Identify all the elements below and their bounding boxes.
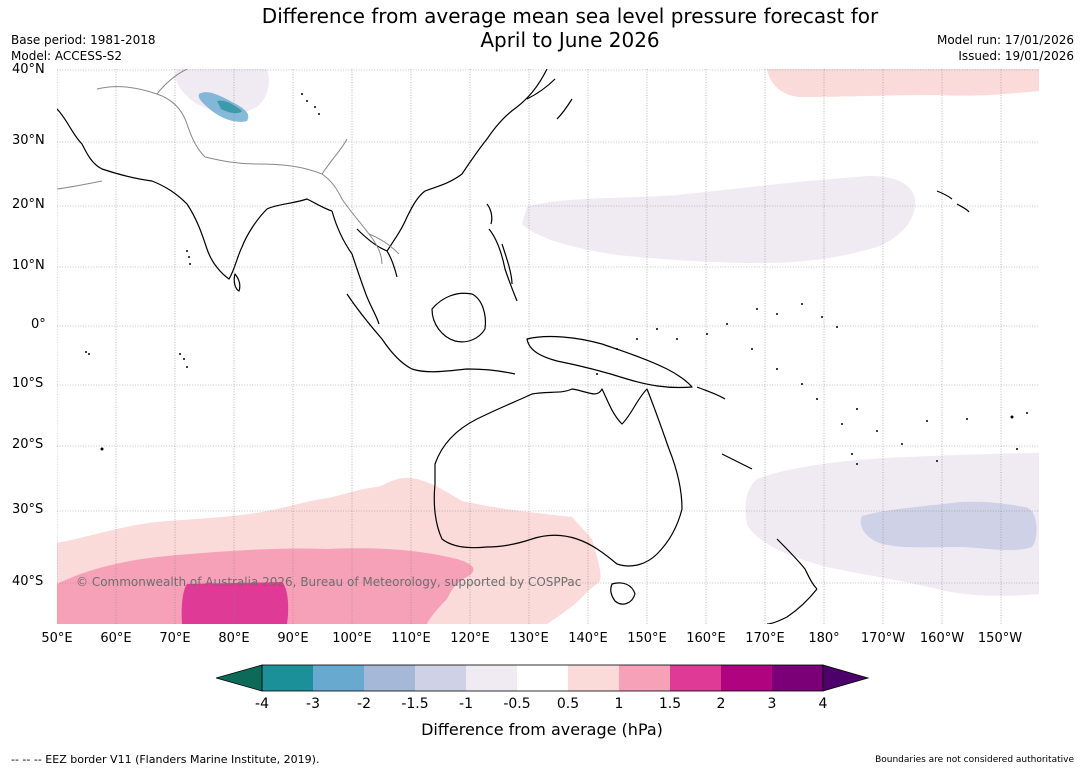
- lon-label-140e: 140°E: [568, 631, 608, 646]
- colorbar-tick-label: -1: [459, 696, 473, 712]
- colorbar-cell: [619, 665, 670, 691]
- title-line-1: Difference from average mean sea level p…: [261, 4, 879, 28]
- colorbar-cell: [568, 665, 619, 691]
- colorbar-tick-label: -1.5: [401, 696, 429, 712]
- lat-label-30n: 30°N: [12, 133, 45, 148]
- islands: [85, 93, 1028, 465]
- lat-label-40s: 40°S: [12, 574, 44, 589]
- title-line-2: April to June 2026: [480, 28, 660, 52]
- coast-borneo: [431, 292, 487, 343]
- tibet-low-core: [217, 100, 242, 114]
- coast-sumatra-java: [346, 293, 516, 375]
- colorbar-outline: [261, 664, 824, 692]
- south-pacific-low-core: [860, 501, 1037, 551]
- colorbar-cell: [364, 665, 415, 691]
- coast-philippines: [488, 228, 518, 302]
- colorbar-under-arrow: [216, 664, 263, 692]
- colorbar-tick-label: 1: [614, 696, 624, 712]
- lat-label-20n: 20°N: [12, 197, 45, 212]
- colorbar-over-arrow: [822, 664, 870, 692]
- lon-label-50e: 50°E: [41, 631, 73, 646]
- coast-new-zealand-north: [776, 538, 818, 590]
- coast-taiwan: [486, 203, 493, 225]
- lon-label-90e: 90°E: [277, 631, 309, 646]
- colorbar-tick-label: 3: [767, 696, 777, 712]
- coast-hawaii: [936, 190, 970, 213]
- eez-legend: -- -- -- EEZ border V11 (Flanders Marine…: [11, 753, 320, 766]
- coast-tasmania: [610, 582, 636, 605]
- coastlines: [57, 69, 970, 624]
- coast-sri-lanka: [233, 273, 241, 292]
- colorbar: [216, 664, 870, 692]
- lat-label-equator: 0°: [31, 317, 46, 332]
- coast-new-guinea: [526, 335, 693, 389]
- map-frame[interactable]: [57, 69, 1039, 624]
- north-pacific-low: [175, 69, 269, 114]
- lon-label-160e: 160°E: [686, 631, 726, 646]
- lon-label-130e: 130°E: [509, 631, 549, 646]
- colorbar-cell: [415, 665, 466, 691]
- colorbar-tick-label: 0.5: [556, 696, 580, 712]
- lon-label-160w: 160°W: [919, 631, 965, 646]
- lat-label-20s: 20°S: [12, 437, 44, 452]
- coast-japan: [526, 78, 573, 120]
- lon-label-170e: 170°E: [745, 631, 785, 646]
- colorbar-cell: [517, 665, 568, 691]
- south-indian-ocean-peak: [181, 582, 289, 624]
- lat-label-10n: 10°N: [12, 258, 45, 273]
- colorbar-tick-label: 1.5: [658, 696, 682, 712]
- pacific-north-low: [522, 175, 916, 264]
- coast-new-zealand-south: [766, 588, 818, 624]
- lon-label-150w: 150°W: [977, 631, 1023, 646]
- lon-label-110e: 110°E: [391, 631, 431, 646]
- model-name: Model: ACCESS-S2: [11, 49, 123, 63]
- colorbar-tick-label: 2: [716, 696, 726, 712]
- lon-label-150e: 150°E: [627, 631, 667, 646]
- coast-se-asia: [331, 69, 548, 325]
- lon-label-180: 180°: [808, 631, 840, 646]
- colorbar-tick-label: -4: [255, 696, 269, 712]
- meta-left: Base period: 1981-2018 Model: ACCESS-S2: [11, 32, 156, 64]
- colorbar-label: Difference from average (hPa): [421, 720, 663, 739]
- lon-label-170w: 170°W: [860, 631, 906, 646]
- lat-label-30s: 30°S: [12, 502, 44, 517]
- model-run: Model run: 17/01/2026: [936, 33, 1074, 47]
- chart-title: Difference from average mean sea level p…: [0, 4, 1085, 52]
- copyright-notice: © Commonwealth of Australia 2026, Bureau…: [76, 575, 582, 589]
- lon-label-120e: 120°E: [450, 631, 490, 646]
- lat-label-10s: 10°S: [12, 376, 44, 391]
- lon-label-70e: 70°E: [159, 631, 191, 646]
- colorbar-cell: [313, 665, 364, 691]
- colorbar-tick-label: -3: [306, 696, 320, 712]
- colorbar-cell: [772, 665, 823, 691]
- coast-new-caledonia: [721, 453, 753, 470]
- colorbar-tick-label: -0.5: [503, 696, 531, 712]
- north-east-pacific-high: [767, 69, 1039, 97]
- coast-arabia-india: [57, 108, 333, 280]
- national-borders: [57, 69, 400, 265]
- base-period: Base period: 1981-2018: [11, 33, 156, 47]
- colorbar-tick-label: -2: [357, 696, 371, 712]
- issued-date: Issued: 19/01/2026: [958, 49, 1074, 63]
- meta-right: Model run: 17/01/2026 Issued: 19/01/2026: [937, 32, 1074, 64]
- colorbar-cell: [466, 665, 517, 691]
- colorbar-cell: [670, 665, 721, 691]
- lon-label-100e: 100°E: [332, 631, 372, 646]
- colorbar-tick-label: 4: [818, 696, 828, 712]
- map-canvas[interactable]: [57, 69, 1039, 624]
- colorbar-cell: [721, 665, 772, 691]
- coast-solomon: [696, 386, 726, 400]
- lon-label-60e: 60°E: [100, 631, 132, 646]
- coast-australia: [433, 388, 683, 567]
- boundaries-disclaimer: Boundaries are not considered authoritat…: [875, 755, 1074, 765]
- colorbar-cell: [262, 665, 313, 691]
- lat-label-40n: 40°N: [12, 62, 45, 77]
- lon-label-80e: 80°E: [218, 631, 250, 646]
